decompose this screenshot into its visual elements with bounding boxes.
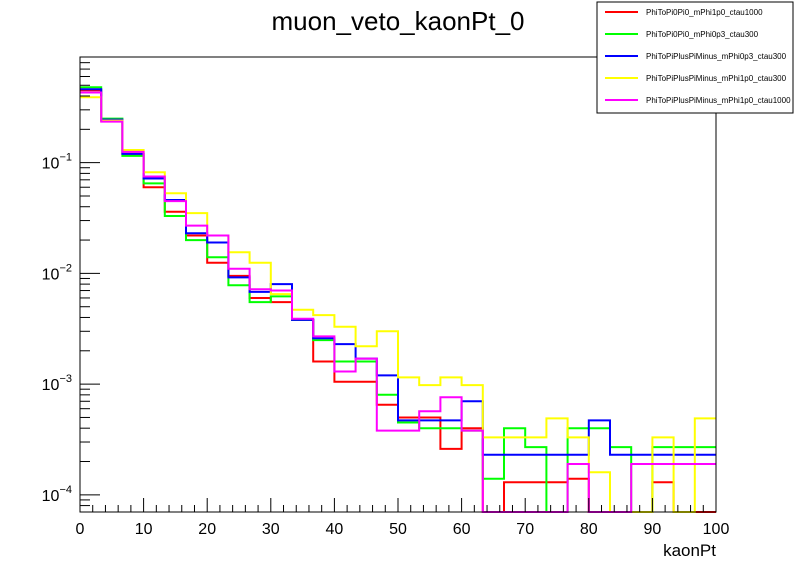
- series-line-1: [80, 89, 716, 513]
- y-tick-label: 10−2: [42, 262, 72, 283]
- y-tick-label: 10−1: [42, 152, 72, 173]
- x-tick-label: 0: [76, 521, 85, 538]
- x-tick-label: 70: [516, 521, 534, 538]
- legend-label-4: PhiToPiPlusPiMinus_mPhi1p0_ctau300: [646, 74, 787, 83]
- series-line-5: [80, 91, 716, 513]
- x-tick-label: 20: [198, 521, 216, 538]
- x-tick-label: 80: [580, 521, 598, 538]
- legend-label-3: PhiToPiPlusPiMinus_mPhi0p3_ctau300: [646, 52, 787, 61]
- x-tick-label: 10: [135, 521, 153, 538]
- legend-box: [596, 1, 794, 114]
- x-tick-label: 40: [326, 521, 344, 538]
- x-tick-label: 90: [644, 521, 662, 538]
- legend-label-1: PhiToPi0Pi0_mPhi1p0_ctau1000: [646, 8, 763, 17]
- series-line-3: [80, 88, 716, 456]
- plot-frame: [79, 56, 717, 513]
- series-line-2: [80, 86, 716, 513]
- series-layer: [80, 86, 716, 513]
- y-tick-label: 10−3: [42, 373, 72, 394]
- x-tick-label: 30: [262, 521, 280, 538]
- legend-label-5: PhiToPiPlusPiMinus_mPhi1p0_ctau1000: [646, 96, 791, 105]
- x-tick-label: 100: [703, 521, 730, 538]
- legend-label-2: PhiToPi0Pi0_mPhi0p3_ctau300: [646, 30, 759, 39]
- axes-layer: 0 10 20 30 40 50 60 70 80 90 100 10−1 10−2 10−3 10−4: [42, 56, 730, 538]
- chart-title: muon_veto_kaonPt_0: [272, 6, 525, 36]
- x-tick-label: 60: [453, 521, 471, 538]
- series-line-4: [80, 96, 716, 513]
- y-tick-label: 10−4: [42, 484, 72, 505]
- x-tick-label: 50: [389, 521, 407, 538]
- legend: PhiToPi0Pi0_mPhi1p0_ctau1000 PhiToPi0Pi0_…: [596, 1, 794, 114]
- x-axis-title: kaonPt: [663, 541, 716, 560]
